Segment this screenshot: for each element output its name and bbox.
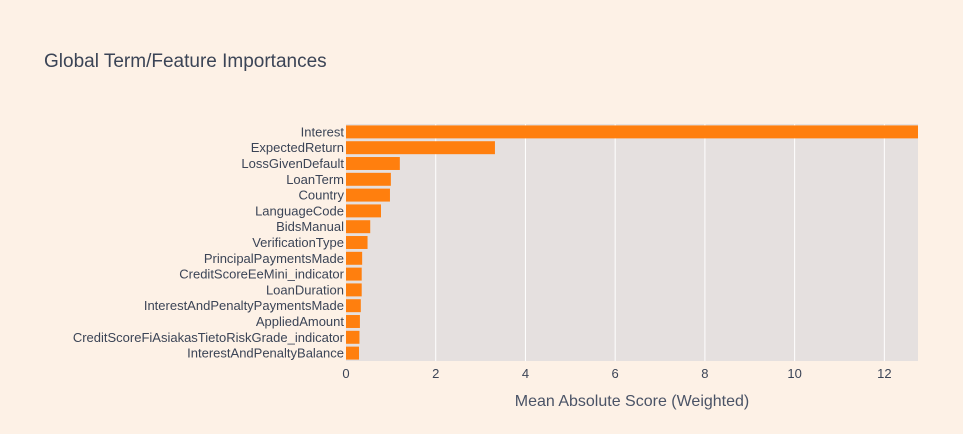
x-tick-label: 2 bbox=[432, 366, 439, 381]
bar[interactable] bbox=[346, 315, 360, 328]
bar[interactable] bbox=[346, 141, 495, 155]
x-tick-label: 10 bbox=[787, 366, 801, 381]
category-label: Country bbox=[298, 188, 344, 203]
category-label: InterestAndPenaltyPaymentsMade bbox=[144, 298, 344, 313]
gridlines bbox=[435, 124, 885, 361]
category-labels: InterestExpectedReturnLossGivenDefaultLo… bbox=[73, 124, 345, 360]
x-tick-label: 4 bbox=[522, 366, 529, 381]
category-label: CreditScoreFiAsiakasTietoRiskGrade_indic… bbox=[73, 330, 345, 345]
category-label: PrincipalPaymentsMade bbox=[204, 251, 344, 266]
x-tick-label: 0 bbox=[342, 366, 349, 381]
x-axis-title: Mean Absolute Score (Weighted) bbox=[515, 393, 750, 410]
category-label: ExpectedReturn bbox=[251, 140, 344, 155]
category-label: VerificationType bbox=[252, 235, 344, 250]
bar[interactable] bbox=[346, 346, 360, 360]
bar[interactable] bbox=[346, 125, 918, 139]
x-tick-labels: 0 2 4 6 8 10 12 bbox=[342, 366, 891, 381]
bar[interactable] bbox=[346, 236, 368, 249]
bar[interactable] bbox=[346, 283, 362, 297]
bar[interactable] bbox=[346, 157, 400, 170]
category-label: AppliedAmount bbox=[256, 314, 345, 329]
bar[interactable] bbox=[346, 251, 363, 265]
bar[interactable] bbox=[346, 220, 371, 234]
bar[interactable] bbox=[346, 188, 390, 202]
bars bbox=[346, 125, 918, 360]
category-label: LossGivenDefault bbox=[241, 156, 344, 171]
bar[interactable] bbox=[346, 330, 360, 344]
x-tick-label: 12 bbox=[877, 366, 891, 381]
plot-area bbox=[346, 124, 918, 361]
chart-title: Global Term/Feature Importances bbox=[44, 51, 327, 72]
bar[interactable] bbox=[346, 299, 361, 313]
bar[interactable] bbox=[346, 172, 391, 186]
category-label: InterestAndPenaltyBalance bbox=[187, 346, 344, 361]
category-label: CreditScoreEeMini_indicator bbox=[179, 267, 344, 282]
category-label: LanguageCode bbox=[255, 203, 344, 218]
x-tick-label: 8 bbox=[701, 366, 708, 381]
category-label: LoanDuration bbox=[266, 282, 344, 297]
category-label: Interest bbox=[301, 124, 345, 139]
category-label: BidsManual bbox=[276, 219, 344, 234]
bar[interactable] bbox=[346, 267, 362, 281]
category-label: LoanTerm bbox=[286, 172, 344, 187]
x-tick-label: 6 bbox=[612, 366, 619, 381]
bar[interactable] bbox=[346, 204, 381, 218]
